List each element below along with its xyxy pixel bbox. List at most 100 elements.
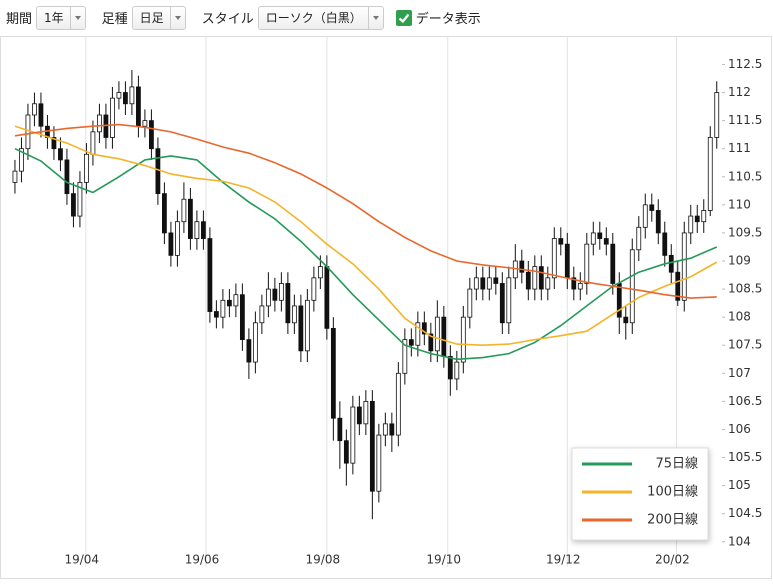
candle-body [311,277,317,301]
candle-body [382,423,388,436]
candle-body [668,254,674,273]
candle-body [395,372,401,436]
candle-body [291,305,297,324]
candle-body [246,339,252,363]
period-dropdown[interactable]: 1年 [36,5,86,30]
y-tick-label: 110.5 [728,169,762,183]
candle-body [142,120,148,127]
candle-body [441,316,447,357]
y-tick-label: 105.5 [728,450,762,464]
candle-body [272,288,278,301]
candle-body [655,210,661,234]
candle-body [129,86,135,105]
candle-body [577,283,583,290]
candle-body [538,266,544,290]
candle-body [58,148,63,161]
candle-body [162,193,167,234]
toolbar: 期間 1年 足種 日足 スタイル ローソク（白黒） データ表示 [0,0,773,35]
candle-body [701,210,707,223]
candle-body [110,97,115,138]
candle-body [90,131,96,155]
candle-body [545,277,551,290]
candle-body [239,294,245,341]
candle-body [25,114,31,150]
candle-body [681,232,687,301]
candle-body [558,238,564,245]
style-label: スタイル [201,12,254,27]
x-tick-label: 19/12 [546,553,581,567]
candle-body [564,243,570,279]
legend-label: 200日線 [647,512,698,528]
bar-label: 足種 [101,12,128,27]
legend: 75日線 100日線 200日線 [571,447,709,541]
candle-body [473,277,479,290]
candle-body [571,277,577,290]
candle-body [123,92,128,105]
candle-body [519,260,525,273]
candle-body [285,283,291,324]
candle-body [298,305,304,352]
candle-body [97,114,102,133]
candle-body [350,406,356,464]
candle-body [454,361,460,380]
candle-body [116,92,122,99]
candle-body [629,249,635,324]
y-tick-label: 106.5 [728,394,762,408]
y-tick-label: 109.5 [728,225,762,239]
candle-body [155,148,161,195]
y-tick-label: 104 [728,534,751,548]
candle-body [467,288,473,318]
candle-body [480,277,486,290]
candle-body [642,204,648,228]
candle-body [304,299,310,352]
candle-body [51,137,57,150]
candle-body [434,316,440,352]
candle-body [337,417,343,442]
legend-label: 75日線 [655,456,698,472]
candle-body [402,339,408,374]
candle-body [525,271,531,290]
style-value: ローソク（白黒） [265,11,362,25]
candle-body [168,232,174,256]
y-tick-label: 112.5 [728,57,762,71]
bar-value: 日足 [139,11,164,25]
candle-body [77,181,83,217]
candle-body [343,440,349,464]
candle-body [369,400,375,492]
candle-body [616,283,622,318]
candle-body [590,232,596,245]
candle-body [278,283,284,301]
y-tick-label: 105 [728,478,751,492]
y-tick-label: 106 [728,422,751,436]
candle-body [38,103,44,127]
candle-body [19,148,24,172]
y-tick-label: 111 [728,141,751,155]
candle-body [330,327,336,419]
candle-body [584,243,590,284]
candle-body [32,103,37,116]
candle-body [356,406,362,425]
candle-body [376,434,382,492]
data-checkbox[interactable] [395,9,412,26]
candle-body [603,238,609,245]
candle-body [194,221,200,239]
y-tick-label: 104.5 [728,506,762,520]
candle-body [499,283,505,324]
candle-body [649,204,655,211]
candle-body [623,316,629,324]
x-tick-label: 19/08 [306,553,341,567]
candle-body [636,226,642,251]
candle-body [64,159,70,195]
candle-body [252,322,258,363]
candle-body [233,294,239,307]
check-mark [398,13,410,23]
bar-dropdown[interactable]: 日足 [131,5,186,30]
style-dropdown[interactable]: ローソク（白黒） [257,5,384,30]
candle-body [460,316,466,363]
candle-body [207,238,213,312]
x-tick-label: 19/10 [426,553,461,567]
period-value: 1年 [44,11,64,25]
candle-body [213,311,219,318]
candle-body [551,238,557,279]
